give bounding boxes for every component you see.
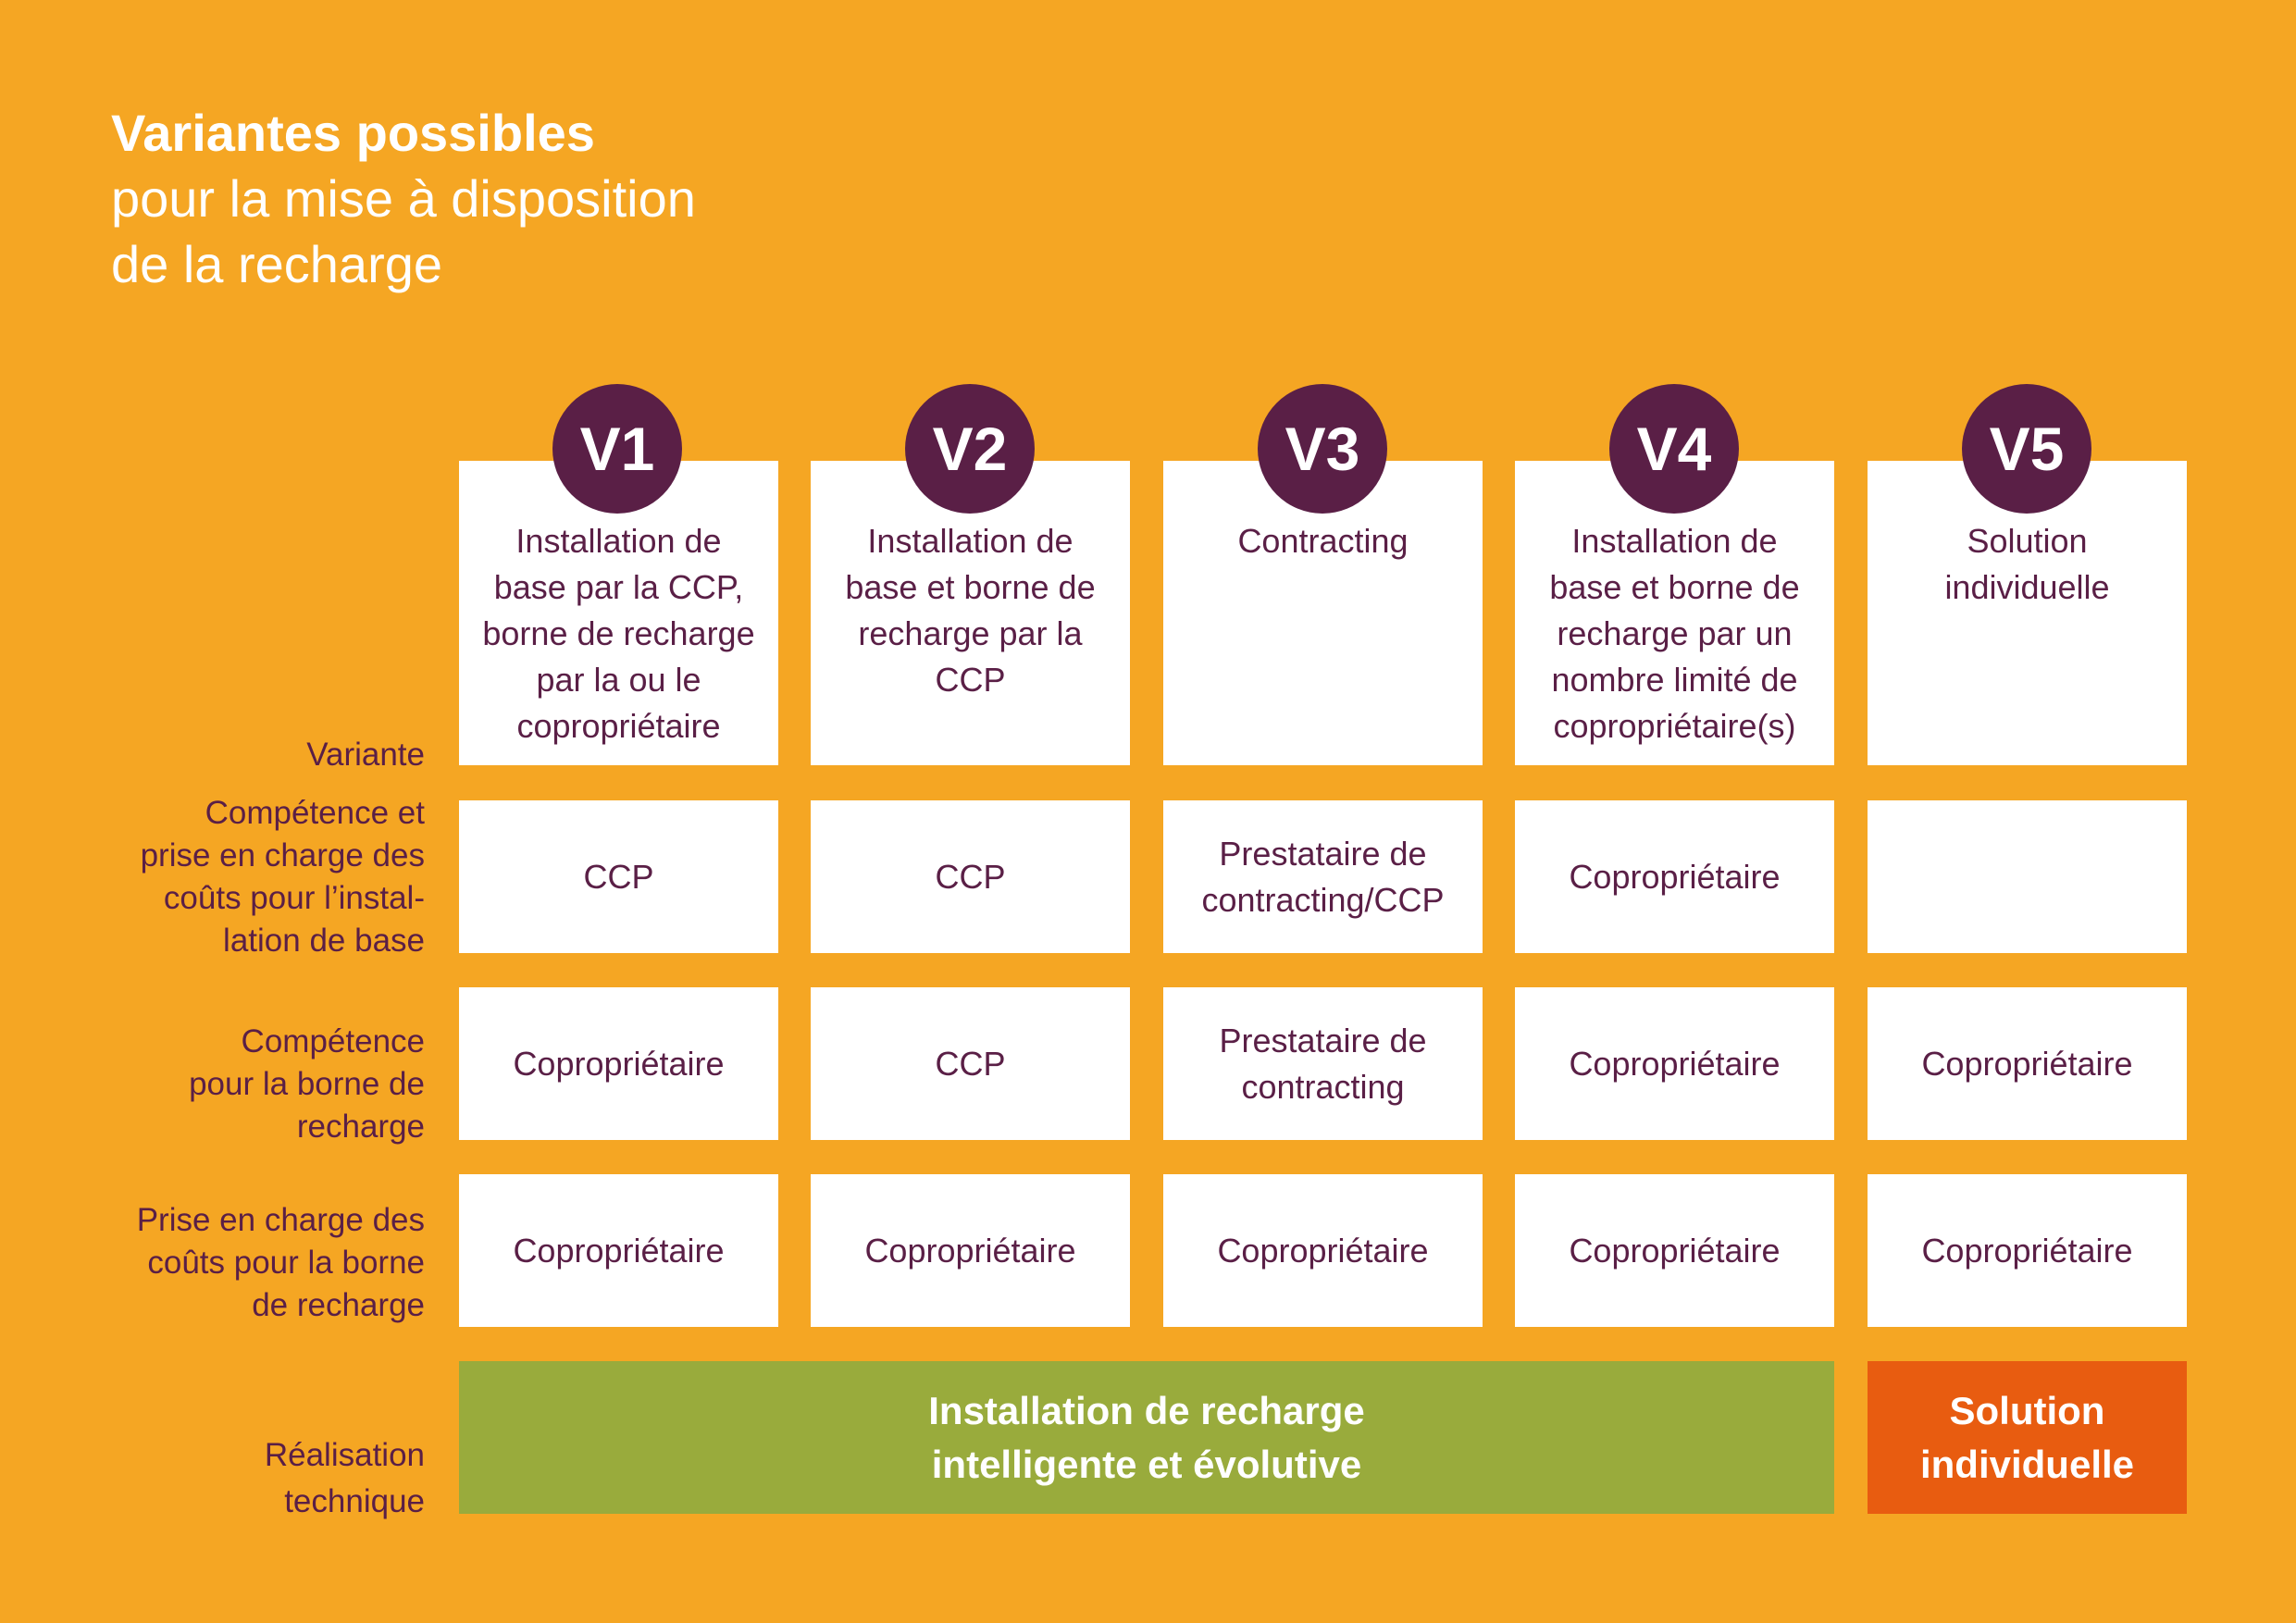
cell-v2-prise-couts: Copropriétaire bbox=[811, 1174, 1130, 1327]
cell-line: CCP bbox=[935, 857, 1006, 896]
heading-line: base et borne de bbox=[1549, 568, 1800, 606]
variant-heading-v2: Installation de base et borne de recharg… bbox=[811, 461, 1130, 765]
variant-badge-v3: V3 bbox=[1258, 384, 1387, 514]
heading-line: base par la CCP, bbox=[493, 568, 744, 606]
row-label-competence-base: Compétence et prise en charge des coûts … bbox=[55, 792, 425, 962]
heading-line: Installation de bbox=[867, 522, 1074, 560]
row-label-line: Prise en charge des bbox=[136, 1202, 425, 1238]
cell-line: Copropriétaire bbox=[1569, 1231, 1781, 1270]
heading-line: Installation de bbox=[515, 522, 722, 560]
heading-line: individuelle bbox=[1944, 568, 2110, 606]
cell-v2-competence-borne: CCP bbox=[811, 987, 1130, 1140]
cell-line: Copropriétaire bbox=[1921, 1231, 2133, 1270]
row-label-line: Réalisation bbox=[264, 1437, 425, 1473]
realisation-line: Solution bbox=[1949, 1388, 2105, 1432]
row-label-line: lation de base bbox=[223, 923, 425, 959]
cell-line: Prestataire de bbox=[1219, 834, 1427, 873]
realisation-line: Installation de recharge bbox=[928, 1388, 1365, 1432]
heading-line: borne de recharge bbox=[482, 614, 755, 652]
variant-badge-v1: V1 bbox=[552, 384, 682, 514]
heading-line: Installation de bbox=[1571, 522, 1778, 560]
heading-line: nombre limité de bbox=[1551, 661, 1798, 699]
cell-v3-competence-borne: Prestataire de contracting bbox=[1163, 987, 1483, 1140]
cell-v1-competence-base: CCP bbox=[459, 800, 778, 953]
cell-v5-prise-couts: Copropriétaire bbox=[1868, 1174, 2187, 1327]
row-label-variante: Variante bbox=[55, 734, 425, 776]
cell-line: contracting/CCP bbox=[1201, 880, 1445, 919]
cell-v5-competence-base-empty bbox=[1868, 800, 2187, 953]
realisation-line: intelligente et évolutive bbox=[931, 1442, 1362, 1486]
cell-line: Copropriétaire bbox=[513, 1231, 725, 1270]
cell-v4-competence-base: Copropriétaire bbox=[1515, 800, 1834, 953]
cell-line: Copropriétaire bbox=[1217, 1231, 1429, 1270]
variant-badge-v2: V2 bbox=[905, 384, 1035, 514]
cell-line: Copropriétaire bbox=[1921, 1044, 2133, 1083]
cell-v4-competence-borne: Copropriétaire bbox=[1515, 987, 1834, 1140]
heading-line: Contracting bbox=[1237, 522, 1409, 560]
cell-v1-prise-couts: Copropriétaire bbox=[459, 1174, 778, 1327]
row-label-variante-text: Variante bbox=[306, 737, 425, 773]
row-label-line: coûts pour la borne bbox=[147, 1245, 425, 1281]
title-line-2: pour la mise à disposition bbox=[111, 169, 696, 228]
title-line-3: de la recharge bbox=[111, 235, 443, 293]
row-label-line: Compétence bbox=[241, 1023, 425, 1059]
cell-v3-prise-couts: Copropriétaire bbox=[1163, 1174, 1483, 1327]
cell-v3-competence-base: Prestataire de contracting/CCP bbox=[1163, 800, 1483, 953]
row-label-line: coûts pour l’instal- bbox=[163, 880, 425, 916]
heading-line: copropriétaire bbox=[516, 707, 721, 745]
heading-line: copropriétaire(s) bbox=[1553, 707, 1796, 745]
cell-line: Copropriétaire bbox=[864, 1231, 1076, 1270]
cell-line: Copropriétaire bbox=[513, 1044, 725, 1083]
heading-line: Solution bbox=[1967, 522, 2088, 560]
heading-line: par la ou le bbox=[536, 661, 701, 699]
heading-line: CCP bbox=[935, 661, 1006, 699]
title-bold-line: Variantes possibles bbox=[111, 104, 595, 162]
row-label-line: Compétence et bbox=[205, 795, 425, 831]
heading-line: recharge par un bbox=[1557, 614, 1793, 652]
realisation-bar-shared: Installation de recharge intelligente et… bbox=[459, 1361, 1834, 1514]
row-label-line: de recharge bbox=[252, 1287, 425, 1323]
row-label-realisation: Réalisation technique bbox=[55, 1432, 425, 1525]
row-label-line: pour la borne de bbox=[189, 1066, 425, 1102]
cell-line: Copropriétaire bbox=[1569, 857, 1781, 896]
realisation-bar-individual: Solution individuelle bbox=[1868, 1361, 2187, 1514]
cell-line: Copropriétaire bbox=[1569, 1044, 1781, 1083]
cell-v4-prise-couts: Copropriétaire bbox=[1515, 1174, 1834, 1327]
cell-v1-competence-borne: Copropriétaire bbox=[459, 987, 778, 1140]
variant-badge-v4: V4 bbox=[1609, 384, 1739, 514]
cell-v2-competence-base: CCP bbox=[811, 800, 1130, 953]
cell-v5-competence-borne: Copropriétaire bbox=[1868, 987, 2187, 1140]
heading-line: base et borne de bbox=[845, 568, 1096, 606]
realisation-line: individuelle bbox=[1919, 1442, 2135, 1486]
row-label-line: recharge bbox=[296, 1109, 425, 1145]
variant-badge-v5: V5 bbox=[1962, 384, 2091, 514]
row-label-prise-couts-borne: Prise en charge des coûts pour la borne … bbox=[55, 1199, 425, 1327]
cell-line: CCP bbox=[583, 857, 654, 896]
row-label-line: prise en charge des bbox=[140, 837, 425, 873]
variant-heading-v3: Contracting bbox=[1163, 461, 1483, 765]
cell-line: contracting bbox=[1241, 1067, 1405, 1106]
cell-line: Prestataire de bbox=[1219, 1021, 1427, 1059]
cell-line: CCP bbox=[935, 1044, 1006, 1083]
row-label-competence-borne: Compétence pour la borne de recharge bbox=[55, 1021, 425, 1148]
page-title: Variantes possibles pour la mise à dispo… bbox=[111, 100, 696, 297]
heading-line: recharge par la bbox=[858, 614, 1083, 652]
row-label-line: technique bbox=[284, 1483, 425, 1519]
